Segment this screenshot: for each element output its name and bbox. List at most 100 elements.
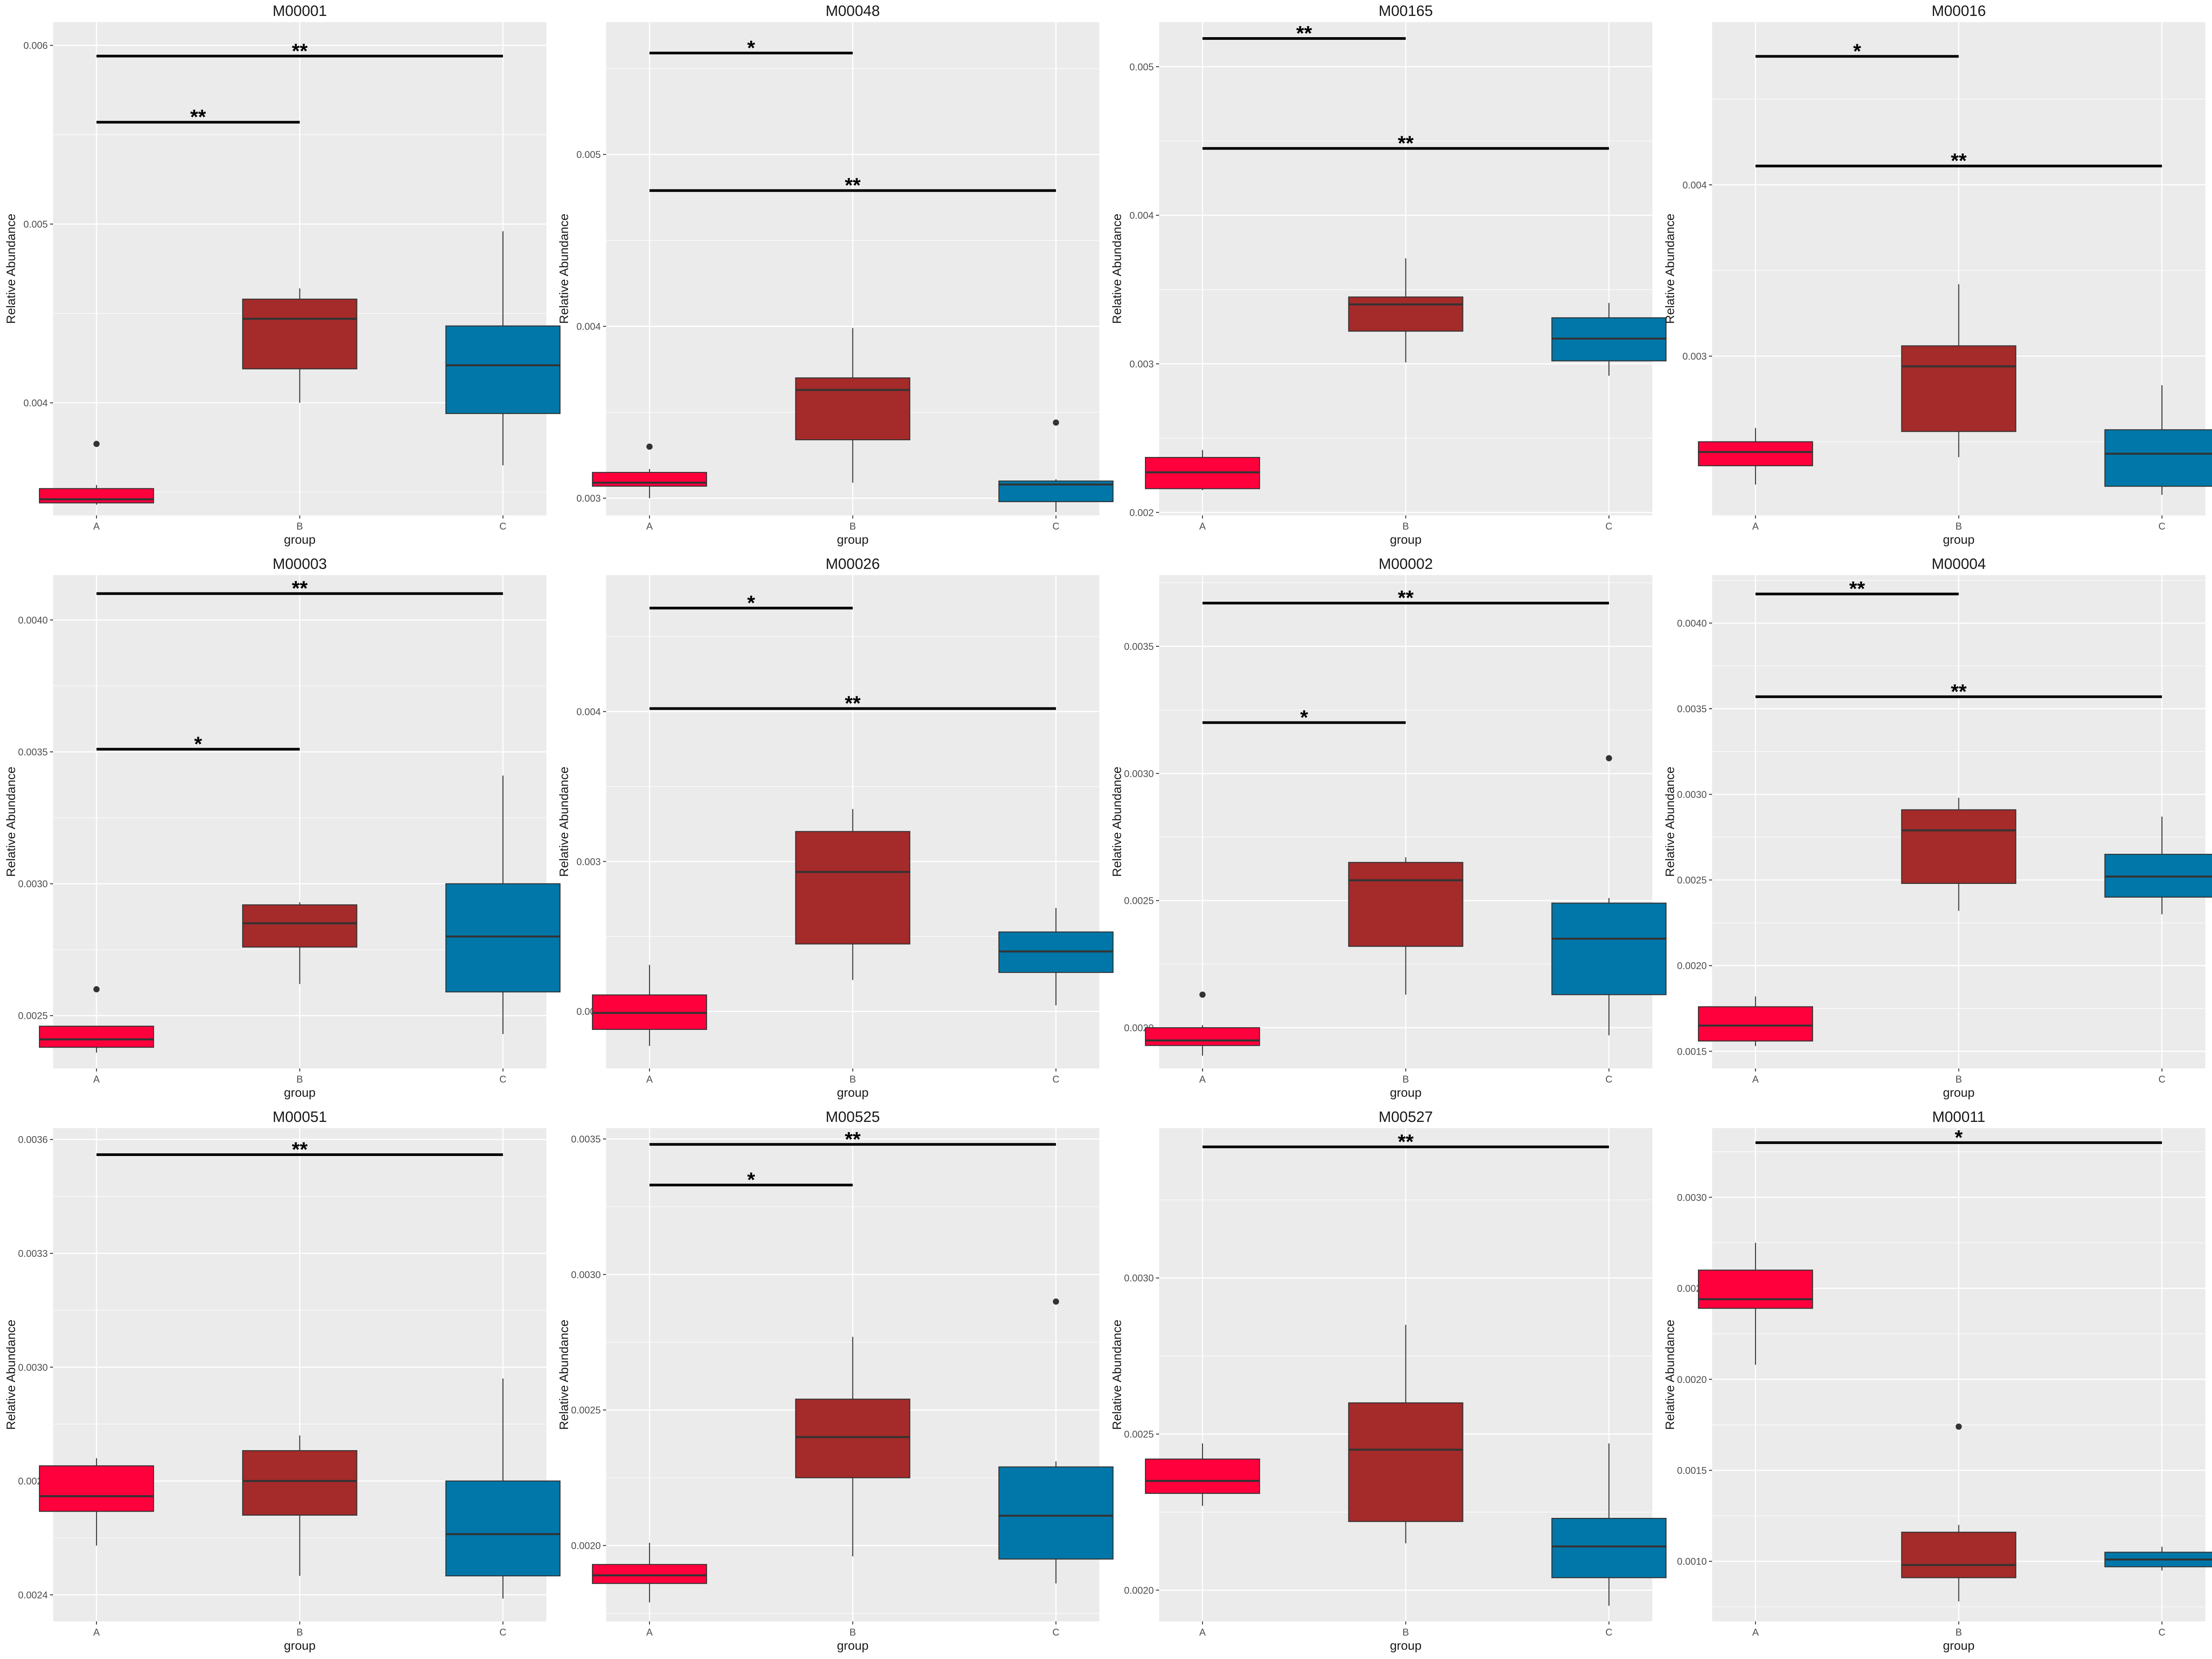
significance-label-A-C: ** — [1398, 1130, 1414, 1153]
box-A — [39, 1465, 154, 1512]
x-tick-label-A: A — [1752, 1074, 1759, 1085]
chart-title: M00525 — [826, 1109, 880, 1125]
x-tick-label-C: C — [1605, 1627, 1613, 1638]
x-tick-label-C: C — [499, 1627, 507, 1638]
chart-title: M00002 — [1379, 556, 1433, 572]
y-tick-label: 0.0020 — [1677, 1374, 1707, 1385]
y-tick-label: 0.0025 — [1124, 1429, 1154, 1440]
y-tick-label: 0.0030 — [1677, 789, 1707, 800]
outlier-A — [93, 986, 100, 993]
outlier-C — [1052, 419, 1059, 426]
outlier-C — [1605, 755, 1612, 761]
chart-title: M00051 — [273, 1109, 327, 1125]
x-tick-label-B: B — [296, 1074, 303, 1085]
x-tick-label-C: C — [2158, 1074, 2166, 1085]
y-tick-label: 0.0020 — [1124, 1585, 1154, 1596]
chart-title: M00003 — [273, 556, 327, 572]
y-tick-label: 0.0030 — [571, 1269, 601, 1280]
y-axis-label: Relative Abundance — [1110, 214, 1124, 324]
y-tick-label: 0.0030 — [1124, 768, 1154, 779]
box-B — [242, 904, 357, 948]
y-tick-label: 0.0025 — [1124, 895, 1154, 906]
chart-title: M00001 — [273, 3, 327, 19]
chart-panel-M00527: 0.0020 0.0025 0.0030 A B C ** M00527 group Relati… — [1110, 1109, 1667, 1652]
box-B — [242, 299, 357, 369]
y-tick-label: 0.0040 — [18, 614, 48, 626]
y-tick-label: 0.0010 — [1677, 1556, 1707, 1567]
chart-title: M00016 — [1932, 3, 1986, 19]
box-A — [39, 1025, 154, 1048]
x-tick-label-B: B — [1402, 1627, 1409, 1638]
y-tick-label: 0.0015 — [1677, 1046, 1707, 1057]
x-tick-label-A: A — [646, 521, 653, 532]
x-tick-label-C: C — [1052, 521, 1060, 532]
y-tick-label: 0.006 — [23, 40, 48, 51]
x-tick-label-A: A — [93, 521, 100, 532]
y-axis-label: Relative Abundance — [1110, 1320, 1124, 1430]
y-tick-label: 0.0025 — [571, 1405, 601, 1416]
x-tick-label-C: C — [499, 1074, 507, 1085]
x-tick-label-C: C — [499, 521, 507, 532]
chart-title: M00165 — [1379, 3, 1433, 19]
significance-label-A-C: * — [1955, 1126, 1963, 1149]
x-tick-label-B: B — [849, 1074, 856, 1085]
y-tick-label: 0.0025 — [1677, 875, 1707, 886]
y-tick-label: 0.0030 — [1677, 1192, 1707, 1203]
y-tick-label: 0.005 — [1129, 61, 1154, 73]
x-tick-label-B: B — [1955, 1627, 1962, 1638]
x-tick-label-A: A — [646, 1074, 653, 1085]
y-axis-label: Relative Abundance — [1663, 767, 1677, 877]
y-tick-label: 0.0035 — [571, 1134, 601, 1145]
y-tick-label: 0.003 — [1682, 351, 1707, 362]
box-C — [2104, 429, 2212, 487]
y-tick-label: 0.003 — [1129, 358, 1154, 369]
y-tick-label: 0.0030 — [18, 879, 48, 890]
x-tick-label-C: C — [2158, 1627, 2166, 1638]
y-tick-label: 0.0015 — [1677, 1465, 1707, 1476]
outlier-B — [1955, 1423, 1962, 1430]
significance-label-A-C: ** — [292, 39, 308, 62]
x-axis-label: group — [837, 1639, 869, 1652]
significance-label-A-B: ** — [1296, 22, 1312, 45]
x-tick-label-A: A — [1199, 1627, 1206, 1638]
x-axis-label: group — [1390, 1086, 1422, 1099]
y-axis-label: Relative Abundance — [1110, 767, 1124, 877]
significance-label-A-C: ** — [845, 1128, 861, 1151]
y-axis-label: Relative Abundance — [4, 214, 18, 324]
y-tick-label: 0.0033 — [18, 1248, 48, 1259]
x-tick-label-B: B — [1955, 1074, 1962, 1085]
box-C — [1551, 902, 1667, 995]
y-tick-label: 0.0040 — [1677, 618, 1707, 629]
chart-panel-M00001: 0.004 0.005 0.006 A B C ** ** M00001 group Relativ… — [4, 3, 561, 546]
significance-label-A-C: ** — [292, 577, 308, 600]
y-axis-label: Relative Abundance — [557, 767, 571, 877]
chart-title: M00004 — [1932, 556, 1986, 572]
box-A — [1145, 1027, 1260, 1046]
box-B — [1348, 1402, 1463, 1522]
box-B — [1348, 296, 1463, 332]
significance-label-A-B: ** — [190, 105, 206, 128]
significance-label-A-C: ** — [1951, 149, 1967, 172]
y-tick-label: 0.002 — [1129, 507, 1154, 518]
y-tick-label: 0.0030 — [18, 1362, 48, 1373]
box-A — [1698, 441, 1813, 466]
chart-title: M00026 — [826, 556, 880, 572]
significance-label-A-B: * — [747, 1168, 755, 1191]
box-C — [1551, 1518, 1667, 1578]
box-C — [445, 1480, 561, 1577]
x-tick-label-A: A — [93, 1074, 100, 1085]
significance-label-A-C: ** — [292, 1138, 308, 1161]
y-tick-label: 0.0024 — [18, 1590, 48, 1601]
outlier-A — [93, 441, 100, 447]
box-B — [242, 1450, 357, 1516]
x-tick-label-C: C — [1605, 521, 1613, 532]
x-tick-label-B: B — [1402, 521, 1409, 532]
box-B — [1901, 1532, 2016, 1578]
y-tick-label: 0.0035 — [1677, 703, 1707, 714]
y-tick-label: 0.003 — [576, 493, 601, 504]
x-axis-label: group — [284, 533, 316, 546]
